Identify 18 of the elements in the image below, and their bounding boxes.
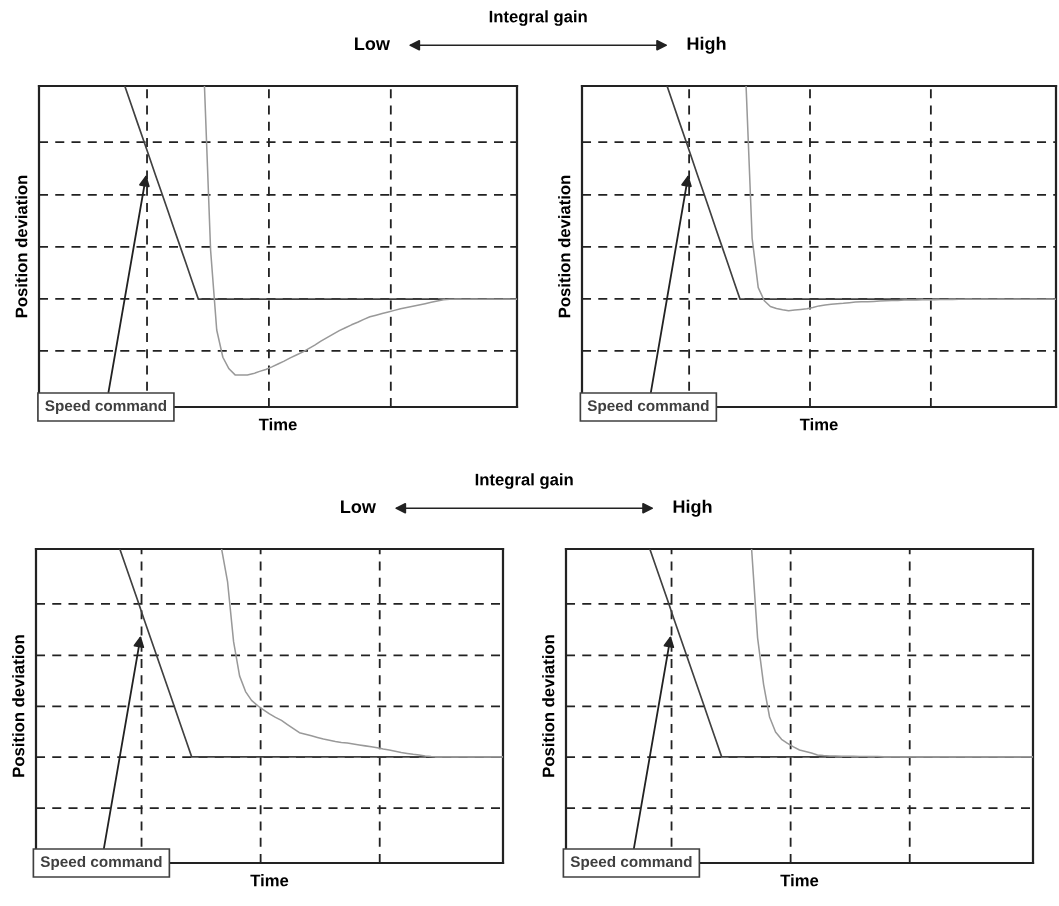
x-axis-title: Time	[799, 418, 838, 431]
x-axis-title: Time	[250, 874, 289, 887]
y-axis-title: Position deviation	[15, 175, 28, 318]
x-axis-title: Time	[258, 418, 297, 431]
text: Speed command	[587, 399, 709, 415]
text: Low	[341, 500, 376, 514]
text: Speed command	[570, 855, 692, 871]
text: Low	[355, 37, 390, 51]
text: Speed command	[45, 399, 167, 415]
text: High	[673, 499, 712, 517]
text: Integral gain	[489, 10, 587, 26]
x-axis-title: Time	[780, 874, 819, 887]
text: Integral gain	[475, 473, 573, 489]
text: Speed command	[40, 855, 162, 871]
y-axis-title: Position deviation	[558, 175, 571, 318]
y-axis-title: Position deviation	[12, 635, 25, 777]
text: High	[687, 36, 726, 54]
y-axis-title: Position deviation	[542, 635, 555, 777]
